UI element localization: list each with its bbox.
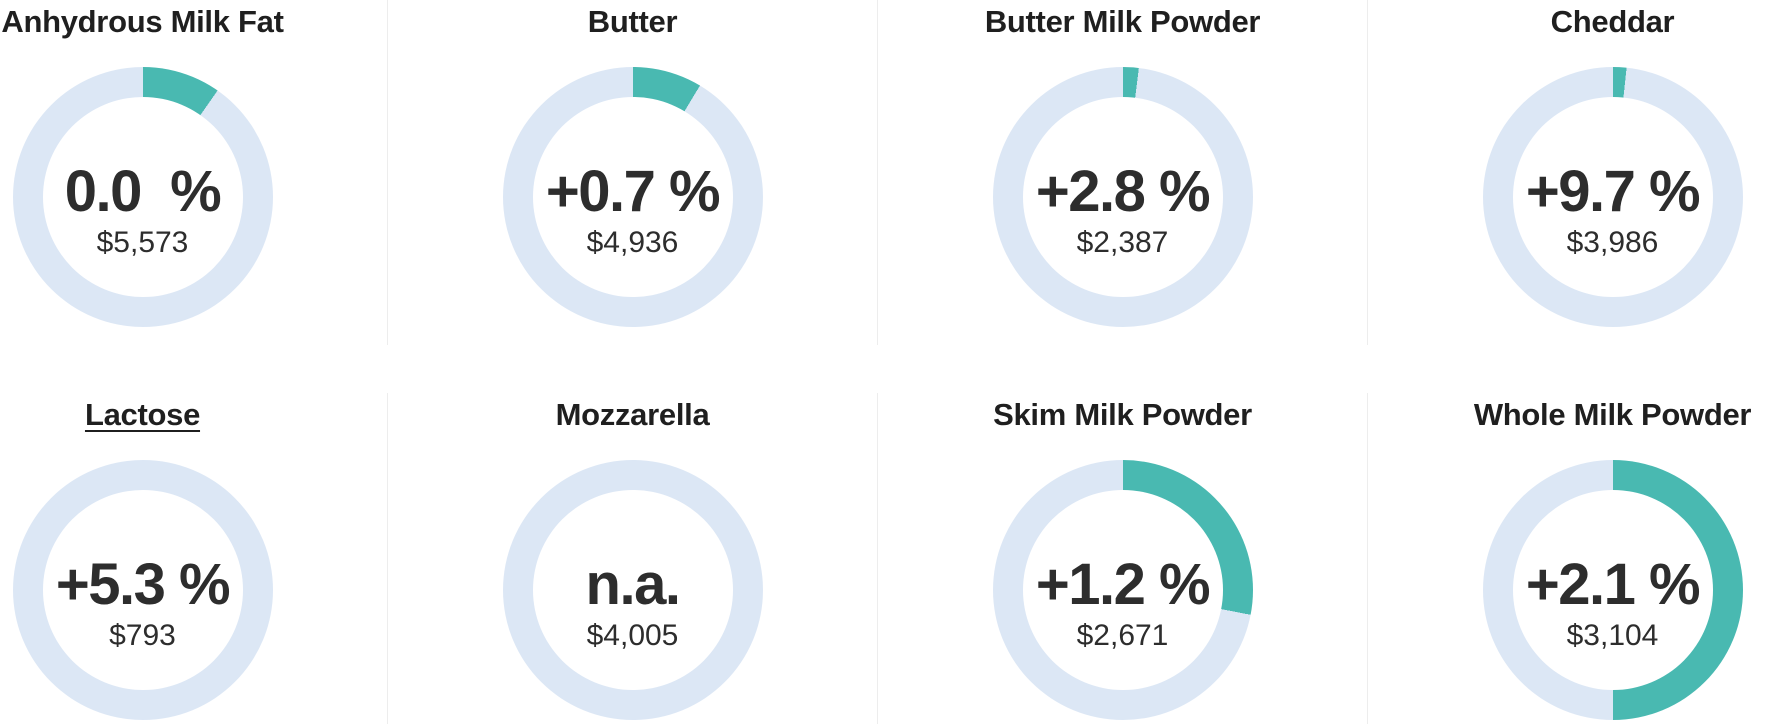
donut-inner: +0.7 % $4,936: [532, 97, 733, 297]
donut-chart[interactable]: +9.7 % $3,986: [1482, 67, 1743, 327]
product-card: Mozzarella n.a. $4,005: [388, 393, 878, 724]
change-percent: n.a.: [585, 551, 681, 617]
product-card: Anhydrous Milk Fat 0.0 % $5,573: [0, 0, 388, 345]
product-title[interactable]: Mozzarella: [555, 397, 710, 432]
product-title[interactable]: Cheddar: [1550, 4, 1675, 39]
donut-inner: +2.8 % $2,387: [1022, 97, 1223, 297]
donut-inner: 0.0 % $5,573: [42, 97, 243, 297]
product-card: Whole Milk Powder +2.1 % $3,104: [1368, 393, 1784, 724]
change-percent: +5.3 %: [55, 551, 231, 617]
donut-inner: +2.1 % $3,104: [1512, 490, 1713, 690]
product-title[interactable]: Butter: [587, 4, 678, 39]
donut-chart[interactable]: +1.2 % $2,671: [992, 460, 1253, 720]
change-percent: +9.7 %: [1525, 158, 1701, 224]
donut-chart[interactable]: n.a. $4,005: [502, 460, 763, 720]
product-card: Skim Milk Powder +1.2 % $2,671: [878, 393, 1368, 724]
product-card: Butter Milk Powder +2.8 % $2,387: [878, 0, 1368, 345]
donut-chart[interactable]: +2.8 % $2,387: [992, 67, 1253, 327]
donut-chart[interactable]: +0.7 % $4,936: [502, 67, 763, 327]
donut-chart[interactable]: +5.3 % $793: [12, 460, 273, 720]
product-title[interactable]: Butter Milk Powder: [984, 4, 1261, 39]
product-title[interactable]: Skim Milk Powder: [993, 397, 1252, 432]
price-value: $4,936: [586, 225, 679, 259]
price-value: $2,671: [1076, 618, 1169, 652]
change-percent: 0.0 %: [64, 158, 222, 224]
donut-inner: +1.2 % $2,671: [1022, 490, 1223, 690]
product-card: Cheddar +9.7 % $3,986: [1368, 0, 1784, 345]
product-card: Butter +0.7 % $4,936: [388, 0, 878, 345]
change-percent: +1.2 %: [1035, 551, 1211, 617]
donut-chart[interactable]: 0.0 % $5,573: [12, 67, 273, 327]
product-title[interactable]: Lactose: [84, 397, 201, 432]
price-value: $3,986: [1566, 225, 1659, 259]
product-title[interactable]: Anhydrous Milk Fat: [1, 4, 284, 39]
change-percent: +2.1 %: [1525, 551, 1701, 617]
donut-inner: n.a. $4,005: [532, 490, 733, 690]
product-card: Lactose +5.3 % $793: [0, 393, 388, 724]
donut-inner: +9.7 % $3,986: [1512, 97, 1713, 297]
donut-inner: +5.3 % $793: [42, 490, 243, 690]
change-percent: +0.7 %: [545, 158, 721, 224]
price-value: $793: [109, 618, 176, 652]
product-title[interactable]: Whole Milk Powder: [1473, 397, 1752, 432]
price-value: $4,005: [586, 618, 679, 652]
change-percent: +2.8 %: [1035, 158, 1211, 224]
price-value: $2,387: [1076, 225, 1169, 259]
price-value: $5,573: [96, 225, 189, 259]
price-value: $3,104: [1566, 618, 1659, 652]
donut-chart[interactable]: +2.1 % $3,104: [1482, 460, 1743, 720]
